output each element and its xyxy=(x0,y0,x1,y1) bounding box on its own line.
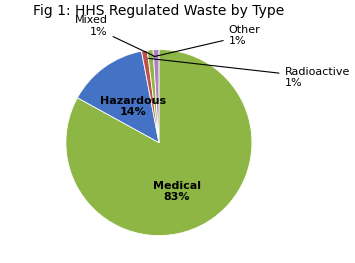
Text: Medical
83%: Medical 83% xyxy=(153,181,201,203)
Text: Other
1%: Other 1% xyxy=(154,25,261,57)
Text: Hazardous
14%: Hazardous 14% xyxy=(100,96,166,117)
Wedge shape xyxy=(147,50,159,143)
Wedge shape xyxy=(77,51,159,143)
Text: Mixed
1%: Mixed 1% xyxy=(75,16,154,56)
Text: Radioactive
1%: Radioactive 1% xyxy=(148,58,350,88)
Wedge shape xyxy=(153,49,159,143)
Title: Fig 1: HHS Regulated Waste by Type: Fig 1: HHS Regulated Waste by Type xyxy=(33,4,285,18)
Wedge shape xyxy=(66,49,252,236)
Wedge shape xyxy=(142,50,159,143)
